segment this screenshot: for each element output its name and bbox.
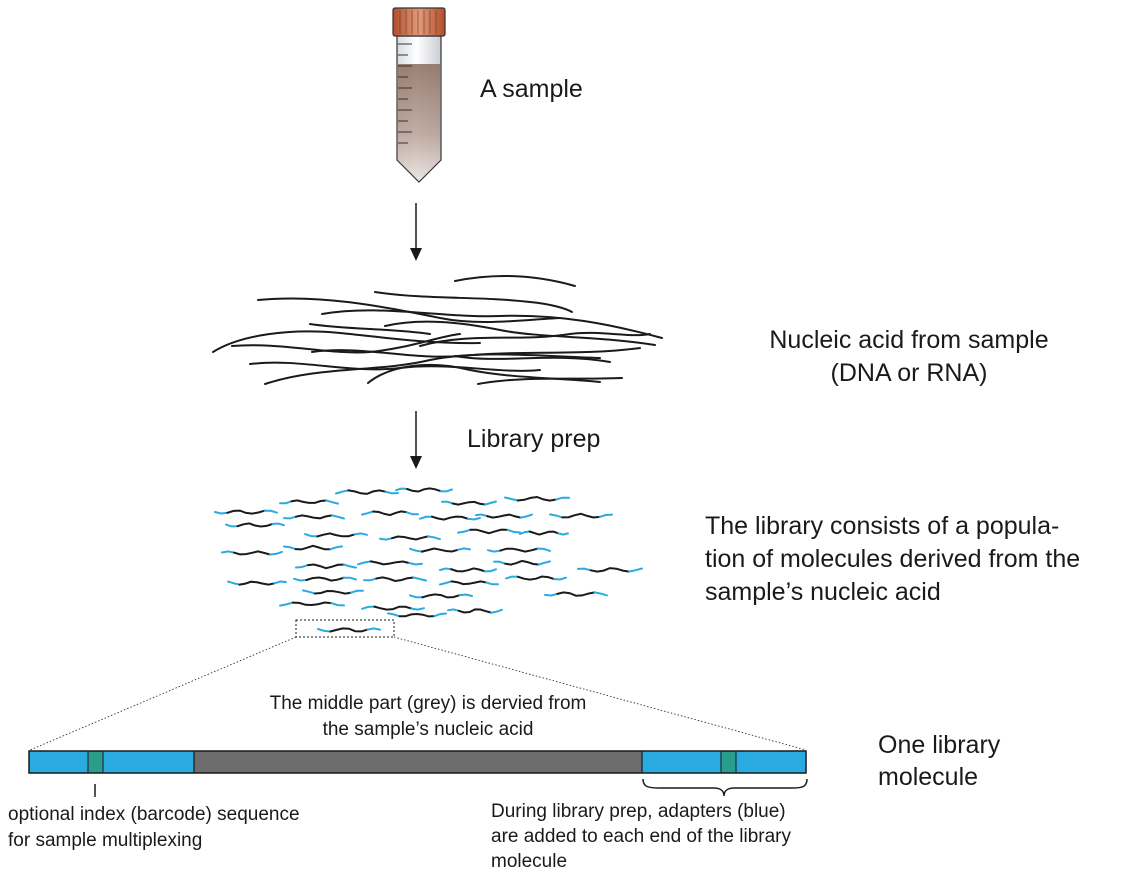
nucleic-acid-label-line1: Nucleic acid from sample — [769, 326, 1049, 354]
library-prep-label: Library prep — [467, 425, 601, 453]
library-fragments — [214, 487, 643, 633]
library-fragment — [335, 489, 399, 495]
library-fragment — [577, 567, 643, 573]
library-fragment — [457, 528, 521, 535]
index-left — [87, 750, 104, 774]
library-fragment — [221, 550, 283, 556]
library-fragment — [302, 589, 364, 595]
library-fragment — [227, 580, 287, 586]
zoom-line-right — [393, 636, 807, 751]
library-fragment — [519, 530, 569, 536]
library-fragment — [439, 567, 497, 573]
library-fragment — [295, 563, 357, 570]
library-fragment — [441, 500, 497, 506]
zoom-box — [295, 619, 395, 638]
library-fragment — [283, 514, 345, 520]
library-fragment — [447, 608, 503, 614]
library-fragment — [283, 544, 343, 551]
library-fragment — [279, 601, 345, 607]
library-fragment — [317, 627, 381, 633]
one-molecule-label-line1: One library — [878, 731, 1001, 759]
library-fragment — [505, 575, 567, 581]
arrow-down-2 — [410, 411, 422, 469]
adapter-label-line2: are added to each end of the library — [491, 826, 791, 847]
library-description-line2: tion of molecules derived from the — [705, 545, 1081, 573]
index-label-line1: optional index (barcode) sequence — [8, 804, 300, 825]
nucleic-acid-label-line2: (DNA or RNA) — [830, 359, 988, 387]
library-fragment — [395, 487, 453, 493]
library-fragment — [504, 495, 570, 502]
library-fragment — [214, 509, 278, 515]
library-fragment — [487, 547, 551, 553]
library-molecule — [28, 750, 807, 774]
library-fragment — [361, 605, 425, 611]
one-molecule-label-line2: molecule — [878, 763, 979, 791]
library-description-line1: The library consists of a popula- — [705, 512, 1060, 540]
sample-label: A sample — [480, 75, 583, 103]
index-label-line2: for sample multiplexing — [8, 830, 203, 851]
library-fragment — [419, 515, 481, 521]
library-fragment — [357, 560, 423, 566]
library-fragment — [493, 559, 551, 566]
library-fragment — [379, 535, 441, 541]
adapter-brace — [642, 778, 808, 797]
library-fragment — [225, 522, 285, 528]
library-fragment — [363, 576, 427, 583]
sample-tube-icon — [392, 7, 446, 183]
library-fragment — [409, 593, 473, 599]
middle-part-label-line1: The middle part (grey) is dervied from — [269, 693, 587, 714]
library-fragment — [387, 612, 447, 618]
library-fragment — [549, 512, 613, 519]
library-description-line3: sample’s nucleic acid — [705, 578, 941, 606]
nucleic-acid-strands — [212, 275, 663, 385]
zoom-line-left — [29, 636, 297, 751]
arrow-down-1 — [410, 203, 422, 261]
library-fragment — [475, 513, 533, 519]
adapter-label-line3: molecule — [491, 851, 568, 872]
library-fragment — [439, 580, 499, 586]
library-fragment — [409, 547, 471, 553]
library-fragment — [361, 510, 419, 517]
library-fragment — [279, 499, 339, 505]
index-right — [720, 750, 737, 774]
library-fragment — [304, 532, 368, 538]
middle-part-label-line2: the sample’s nucleic acid — [322, 719, 534, 740]
adapter-label-line1: During library prep, adapters (blue) — [491, 801, 786, 822]
adapter-left — [29, 751, 194, 773]
library-fragment — [544, 591, 608, 597]
insert-region — [194, 751, 642, 773]
library-fragment — [293, 576, 357, 582]
